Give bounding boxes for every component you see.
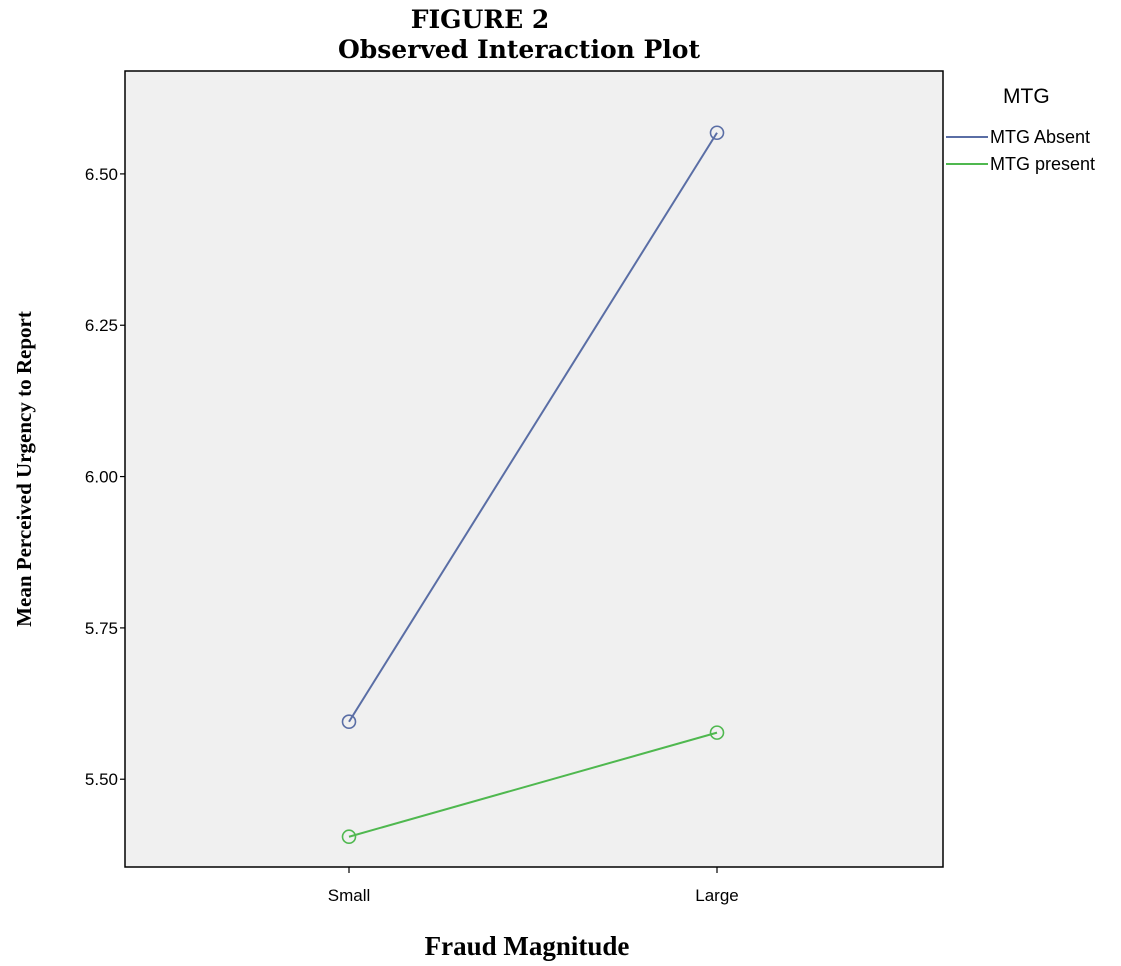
plot-area: [124, 70, 944, 868]
data-point: [341, 714, 357, 730]
series-layer: [341, 125, 725, 845]
x-axis: Small Large: [328, 867, 739, 905]
y-tick-label: 5.75: [85, 619, 118, 638]
y-axis: 5.50 5.75 6.00 6.25 6.50: [85, 165, 125, 789]
data-point: [709, 125, 725, 141]
y-tick-label: 6.25: [85, 316, 118, 335]
series-line-mtg-absent: [348, 132, 718, 723]
series-line-mtg-present: [348, 731, 718, 838]
x-axis-title: Fraud Magnitude: [425, 931, 630, 961]
chart-subtitle: Observed Interaction Plot: [338, 35, 701, 64]
x-tick-label: Small: [328, 886, 371, 905]
chart-title: FIGURE 2: [411, 5, 550, 34]
data-point: [341, 829, 357, 845]
legend-title: MTG: [1003, 85, 1050, 108]
x-tick-label: Large: [695, 886, 738, 905]
y-tick-label: 5.50: [85, 770, 118, 789]
legend-label: MTG Absent: [990, 127, 1090, 147]
y-tick-label: 6.50: [85, 165, 118, 184]
y-tick-label: 6.00: [85, 468, 118, 487]
legend: MTG MTG Absent MTG present: [946, 85, 1095, 174]
data-point: [709, 725, 725, 740]
legend-label: MTG present: [990, 154, 1095, 174]
y-axis-title: Mean Perceived Urgency to Report: [12, 311, 36, 627]
